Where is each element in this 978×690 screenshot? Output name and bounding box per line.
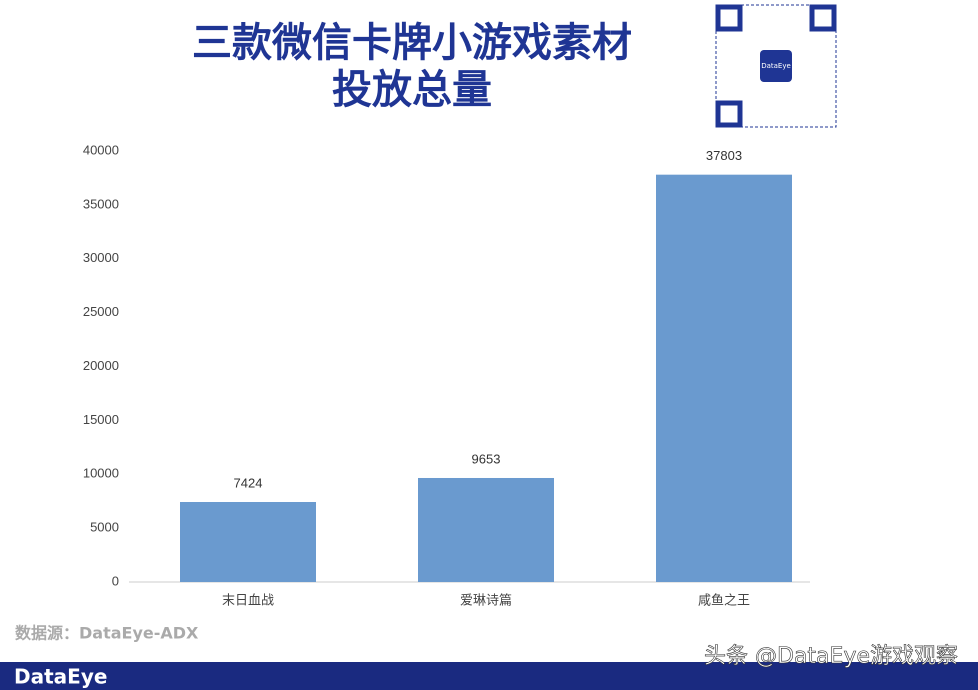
footer-logo: DataEye [14, 665, 107, 689]
footer-bar [0, 662, 978, 690]
qr-logo [760, 50, 792, 82]
value-label: 7424 [234, 475, 263, 490]
qr-corner [715, 100, 743, 128]
y-tick-label: 20000 [83, 358, 119, 373]
x-tick-label: 咸鱼之王 [698, 593, 750, 609]
x-tick-label: 末日血战 [222, 594, 274, 609]
y-tick-label: 10000 [83, 466, 119, 481]
chart-title: 投放总量 [332, 67, 492, 113]
y-tick-label: 15000 [83, 412, 119, 427]
y-tick-label: 25000 [83, 304, 119, 319]
qr-corner [715, 4, 743, 32]
qr-corner [809, 4, 837, 32]
bar [656, 174, 792, 582]
qr-logo-text: DataEye [761, 62, 791, 70]
value-label: 37803 [706, 148, 742, 163]
source-note: 数据源：DataEye-ADX [15, 624, 199, 643]
y-tick-label: 5000 [90, 520, 119, 535]
value-label: 9653 [472, 451, 501, 466]
y-tick-label: 0 [112, 573, 119, 588]
watermark: 头条 @DataEye游戏观察 [704, 644, 958, 669]
x-tick-label: 爱琳诗篇 [460, 594, 512, 609]
bar [180, 502, 316, 582]
y-tick-label: 40000 [83, 142, 119, 157]
chart-title: 三款微信卡牌小游戏素材 [192, 20, 632, 66]
bar [418, 477, 554, 582]
qr-code: DataEye [715, 4, 837, 128]
y-tick-label: 30000 [83, 250, 119, 265]
y-tick-label: 35000 [83, 196, 119, 211]
